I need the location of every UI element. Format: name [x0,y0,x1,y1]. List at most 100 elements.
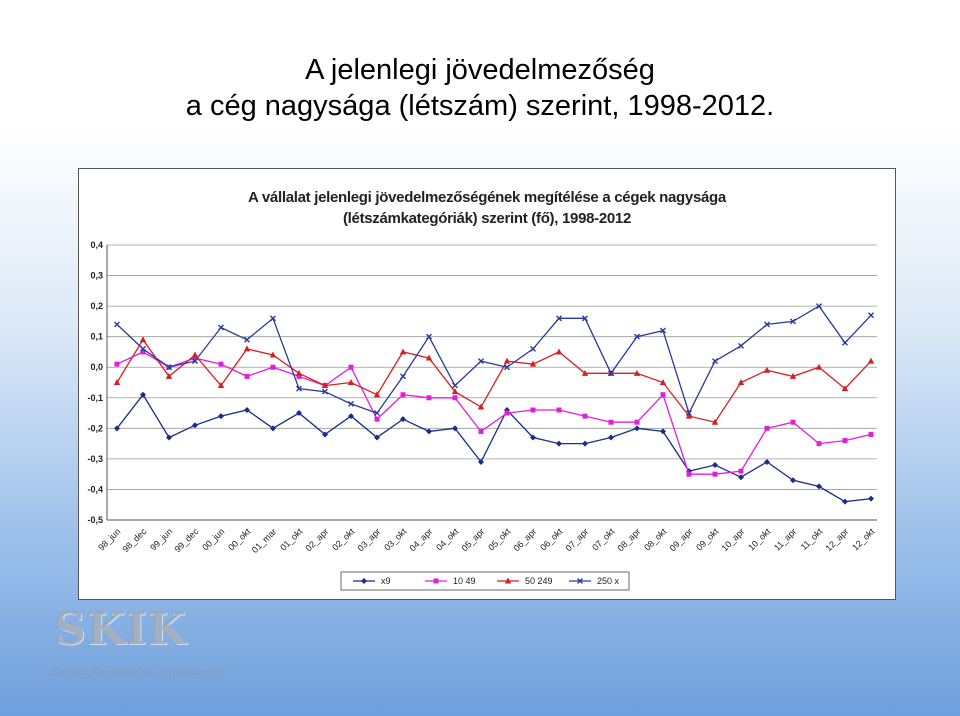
data-point [738,342,744,349]
data-point [659,379,667,385]
data-point [114,361,120,367]
x-tick-label: 07_apr [564,526,591,553]
data-point [582,440,588,447]
data-point [426,395,432,401]
x-tick-label: 04_apr [408,526,435,553]
x-tick-label: 98_jun [96,526,122,552]
data-point [114,425,120,432]
data-point [374,416,380,422]
data-point [114,321,120,328]
data-point [191,351,199,358]
data-point [478,458,484,465]
data-point [738,474,744,481]
series-line-0 [116,393,872,503]
x-tick-label: 99_dec [172,526,200,554]
logo-text: SKIK [54,604,187,655]
data-point [712,358,718,365]
data-point [374,434,380,441]
data-point [633,369,641,376]
y-tick-label: -0,3 [87,454,103,464]
data-point [452,425,458,432]
y-tick-label: -0,5 [87,515,103,525]
data-point [530,345,536,352]
data-point [737,379,745,385]
data-point [218,361,224,367]
data-point [270,425,276,432]
data-point [712,471,718,477]
data-point [555,348,563,355]
x-tick-label: 11_okt [799,526,825,552]
data-point [790,419,796,425]
data-point [504,577,512,584]
series-line-3 [116,305,872,415]
x-tick-label: 07_okt [590,526,617,553]
data-point [140,391,146,398]
data-point [452,395,458,401]
x-tick-label: 05_apr [460,526,487,553]
data-point [530,434,536,441]
x-tick-label: 08_apr [616,526,643,553]
data-point [192,358,198,365]
data-point [868,312,874,319]
y-tick-label: 0,2 [90,301,103,311]
x-tick-label: 01_mar [250,526,279,555]
data-point [478,428,484,434]
data-point [322,431,328,438]
data-point [660,392,666,398]
y-tick-label: 0,1 [90,332,103,342]
data-point [295,369,303,376]
x-tick-label: 10_apr [720,526,747,553]
data-point [244,407,250,413]
data-point [504,410,510,416]
data-point [660,428,666,435]
data-point [842,498,848,505]
data-point [842,339,848,346]
data-point [426,333,432,340]
data-point [764,425,770,431]
data-point [556,440,562,447]
data-point [686,410,692,417]
data-point [841,385,849,392]
x-tick-label: 00_jun [200,526,226,552]
skik-logo: SKIK Szegedi Kereskedelmi és Iparkamara [48,598,222,698]
data-point [577,578,583,584]
data-point [608,434,614,441]
data-point [634,425,640,432]
data-point [582,413,588,419]
series-line-2 [116,338,872,423]
line-chart: 0,4 0,3 0,2 0,1 0,0 -0,1 -0,2 -0,3 -0,4 -0,598_ju… [87,240,877,591]
data-point [685,412,693,419]
data-point [764,458,770,465]
data-point [816,441,822,447]
data-point [816,483,822,490]
x-tick-label: 11_apr [772,526,798,552]
y-tick-label: 0,0 [90,362,103,372]
x-tick-label: 10_okt [746,526,773,553]
data-point [686,471,692,477]
x-tick-label: 99_jun [148,526,174,552]
data-point [503,357,511,364]
data-point [504,364,510,371]
slide-title-line2: a cég nagysága (létszám) szerint, 1998-2… [185,90,775,122]
y-tick-label: 0,4 [90,240,103,250]
data-point [634,419,640,425]
data-point [451,388,459,395]
data-point [321,382,329,389]
data-point [425,354,433,361]
data-point [243,345,251,352]
data-point [763,366,771,373]
x-tick-label: 03_okt [382,526,409,553]
data-point [296,373,302,379]
data-point [867,357,875,364]
data-point [165,372,173,379]
data-point [399,348,407,355]
data-point [244,336,250,343]
data-point [452,382,458,389]
x-tick-label: 08_okt [642,526,669,553]
data-point [140,349,146,355]
data-point [529,360,537,367]
data-point [192,422,198,429]
data-point [608,419,614,425]
x-tick-label: 00_okt [226,526,253,553]
slide-title: A jelenlegi jövedelmezőség a cég nagyság… [0,52,960,124]
